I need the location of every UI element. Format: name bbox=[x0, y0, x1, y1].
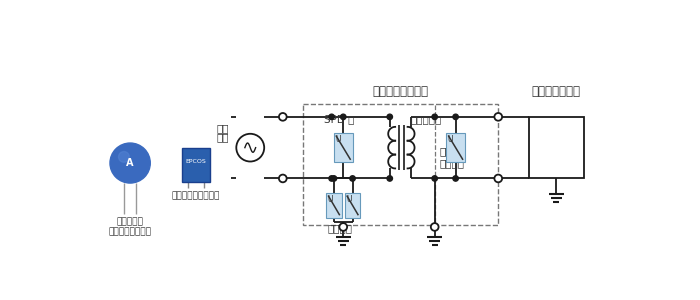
Circle shape bbox=[118, 152, 130, 162]
Text: U: U bbox=[346, 195, 352, 204]
Text: リード付き: リード付き bbox=[117, 218, 144, 227]
Text: EPCOS: EPCOS bbox=[186, 159, 206, 164]
Circle shape bbox=[279, 113, 287, 121]
Text: SPD 部: SPD 部 bbox=[324, 115, 355, 124]
Text: A: A bbox=[127, 158, 134, 168]
Text: U: U bbox=[328, 195, 333, 204]
Text: 静電
シールド: 静電 シールド bbox=[440, 146, 464, 168]
Bar bbox=[345, 193, 361, 218]
Text: U: U bbox=[448, 135, 454, 144]
Bar bbox=[303, 104, 498, 225]
Circle shape bbox=[340, 114, 346, 119]
Text: 《耗雷トランス》: 《耗雷トランス》 bbox=[372, 85, 428, 98]
Circle shape bbox=[279, 175, 287, 182]
Circle shape bbox=[494, 175, 502, 182]
Circle shape bbox=[453, 114, 459, 119]
Circle shape bbox=[237, 134, 264, 161]
Bar bbox=[182, 148, 210, 182]
Circle shape bbox=[329, 114, 335, 119]
Bar bbox=[529, 117, 584, 178]
Circle shape bbox=[350, 176, 356, 181]
Circle shape bbox=[329, 176, 335, 181]
Bar bbox=[334, 133, 353, 162]
Circle shape bbox=[387, 176, 393, 181]
Circle shape bbox=[432, 114, 438, 119]
Bar bbox=[447, 133, 465, 162]
Text: 商用: 商用 bbox=[217, 123, 230, 133]
Text: 《被保護機器》: 《被保護機器》 bbox=[532, 85, 581, 98]
Text: ストラップバリスタ: ストラップバリスタ bbox=[172, 191, 220, 200]
Circle shape bbox=[110, 143, 150, 183]
Circle shape bbox=[494, 113, 502, 121]
Text: 交流: 交流 bbox=[217, 132, 230, 142]
Circle shape bbox=[430, 223, 439, 231]
Text: トランス部: トランス部 bbox=[410, 115, 442, 124]
Circle shape bbox=[340, 223, 347, 231]
Circle shape bbox=[432, 176, 438, 181]
Circle shape bbox=[331, 176, 337, 181]
Text: バリスタ: バリスタ bbox=[328, 223, 353, 233]
Circle shape bbox=[453, 176, 459, 181]
Text: ディスクバリスタ: ディスクバリスタ bbox=[108, 227, 152, 236]
Bar bbox=[326, 193, 342, 218]
Text: U: U bbox=[335, 135, 341, 144]
Circle shape bbox=[387, 114, 393, 119]
